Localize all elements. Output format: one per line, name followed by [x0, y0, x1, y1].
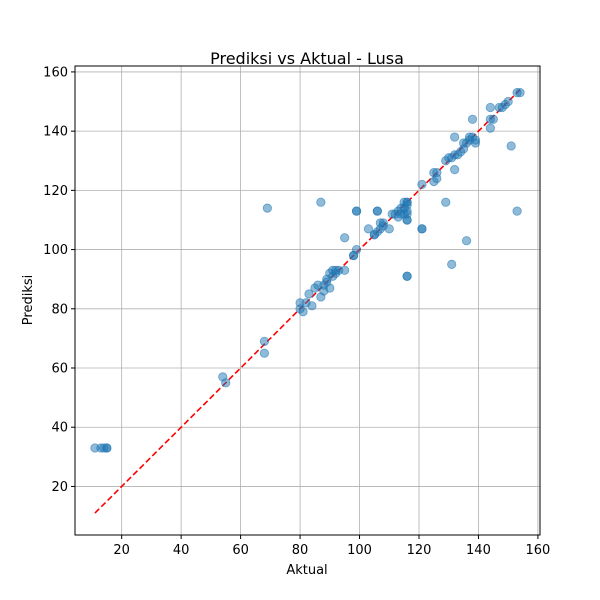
y-axis: 20 40 60 80 100 120 140 160	[43, 65, 75, 495]
chart-title: Prediksi vs Aktual - Lusa	[210, 49, 404, 68]
data-point	[363, 224, 374, 234]
data-point	[506, 141, 516, 151]
x-tick-label: 100	[347, 543, 372, 558]
y-tick-label: 60	[51, 362, 68, 377]
x-axis-label: Aktual	[286, 563, 327, 578]
data-point	[503, 96, 513, 107]
y-tick-label: 80	[51, 302, 68, 317]
data-point	[470, 135, 481, 145]
data-point	[450, 132, 460, 142]
plot-frame	[74, 65, 541, 536]
data-point	[372, 206, 382, 216]
data-point	[447, 259, 457, 269]
data-point	[298, 307, 308, 317]
data-point	[485, 102, 495, 113]
y-tick-label: 40	[51, 421, 68, 436]
data-point	[351, 244, 362, 255]
x-tick-label: 40	[173, 543, 190, 558]
data-point	[259, 348, 269, 358]
x-tick-label: 140	[466, 543, 491, 558]
data-points	[90, 88, 525, 453]
y-tick-label: 140	[43, 125, 68, 140]
data-point	[340, 265, 350, 275]
data-point	[417, 224, 427, 234]
data-point	[262, 203, 272, 213]
data-point	[512, 206, 522, 216]
data-point	[450, 165, 460, 175]
data-point	[304, 289, 314, 299]
y-tick-label: 20	[51, 480, 68, 495]
data-point	[221, 378, 231, 388]
data-point	[316, 197, 326, 207]
data-point	[402, 271, 412, 281]
data-point	[417, 179, 427, 190]
data-point	[384, 224, 394, 234]
data-point	[515, 88, 525, 98]
data-point	[402, 197, 412, 207]
data-point	[432, 167, 442, 178]
y-tick-label: 120	[43, 184, 68, 199]
data-point	[441, 197, 451, 207]
data-point	[485, 123, 495, 133]
data-point	[488, 114, 498, 124]
x-tick-label: 60	[232, 543, 249, 558]
x-tick-label: 20	[113, 543, 130, 558]
data-point	[467, 114, 478, 124]
data-point	[307, 301, 317, 311]
data-point	[351, 206, 362, 216]
y-tick-label: 100	[43, 243, 68, 258]
data-point	[102, 443, 112, 453]
x-tick-label: 120	[407, 543, 432, 558]
data-point	[325, 283, 335, 293]
data-point	[340, 233, 350, 243]
x-tick-label: 160	[526, 543, 551, 558]
data-point	[259, 336, 269, 346]
x-tick-label: 80	[292, 543, 309, 558]
y-tick-label: 160	[43, 65, 68, 80]
grid	[75, 66, 540, 535]
data-point	[461, 236, 472, 246]
x-axis: 20 40 60 80 100 120 140 160	[113, 535, 550, 558]
y-axis-label: Prediksi	[21, 275, 36, 325]
